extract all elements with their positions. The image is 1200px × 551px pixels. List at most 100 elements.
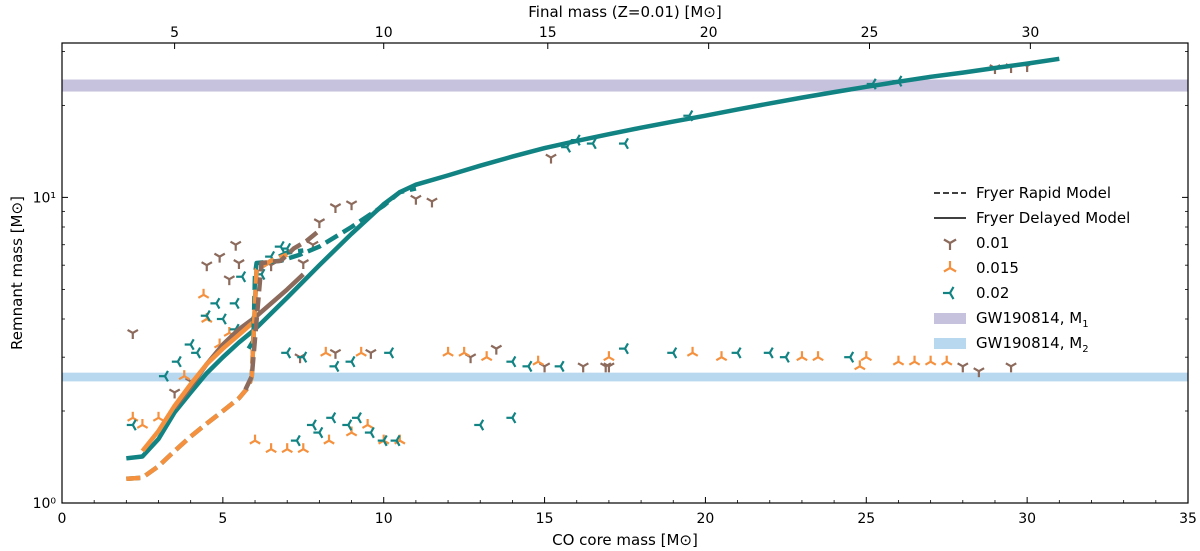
legend-entry-z001: 0.01 (943, 234, 1009, 252)
marker-0.01-0 (127, 329, 139, 339)
y-tick-label-1: 10¹ (33, 190, 56, 206)
marker-0.01-16 (577, 362, 589, 373)
marker-0.015-27 (940, 355, 953, 366)
x-axis-label: CO core mass [M⊙] (552, 531, 698, 549)
curve-delayed-z0.02 (126, 56, 1060, 461)
marker-0.01-2 (213, 252, 226, 263)
marker-0.015-25 (908, 355, 921, 366)
marker-0.015-11 (361, 418, 374, 429)
marker-0.01-26 (410, 194, 422, 205)
marker-0.01-11 (329, 348, 342, 359)
marker-0.02-5 (200, 309, 211, 322)
band-2 (62, 372, 1188, 382)
marker-0.015-32 (152, 411, 165, 422)
curve-delayed-z0.015 (140, 319, 257, 453)
legend-marker-stroke-group (943, 238, 957, 250)
marker-0.015-28 (854, 360, 866, 371)
legend-tri-left-marker (943, 286, 955, 300)
curve-rapid-z0.02-high (246, 186, 417, 350)
marker-0.015-26 (924, 355, 937, 366)
marker-0.015-0 (127, 411, 139, 422)
legend-entry-z0015: 0.015 (943, 259, 1019, 277)
legend-label-m2: GW190814, M2 (976, 334, 1089, 355)
marker-0.02-25 (345, 355, 356, 368)
top-x-axis-label: Final mass (Z=0.01) [M⊙] (528, 3, 721, 21)
legend-marker-stroke-group (943, 261, 957, 273)
marker-0.02-29 (554, 360, 565, 373)
y-tick-label-0: 10⁰ (33, 496, 57, 512)
marker-0.02-43 (274, 240, 285, 253)
marker-0.02-8 (229, 297, 240, 310)
marker-0.015-10 (345, 426, 358, 437)
marker-0.02-15 (313, 426, 324, 439)
marker-0.02-34 (779, 351, 790, 363)
marker-0.01-4 (229, 240, 242, 251)
x-tick-label-5: 25 (857, 511, 875, 527)
marker-0.01-12 (365, 348, 377, 359)
marker-0.02-33 (763, 347, 774, 359)
marker-0.015-29 (320, 346, 332, 357)
top-x-tick-label-3: 20 (700, 25, 718, 41)
marker-0.02-1 (158, 370, 169, 382)
marker-0.02-31 (667, 347, 678, 359)
marker-0.01-27 (426, 197, 438, 208)
marker-0.02-32 (731, 347, 742, 359)
marker-0.01-14 (490, 344, 503, 355)
marker-0.02-13 (290, 434, 301, 447)
marker-0.015-31 (136, 418, 149, 429)
legend: Fryer Rapid Model Fryer Delayed Model 0.… (926, 170, 1178, 355)
legend-label-m1: GW190814, M1 (976, 309, 1089, 330)
marker-0.02-18 (351, 412, 362, 424)
legend-tri-down-marker (943, 238, 957, 250)
marker-0.015-6 (265, 443, 277, 454)
marker-0.015-30 (355, 346, 367, 357)
marker-0.02-46 (506, 412, 517, 424)
marker-0.02-17 (342, 419, 353, 431)
legend-entry-m2-band: GW190814, M2 (934, 334, 1089, 355)
marker-0.01-6 (297, 259, 310, 269)
marker-0.01-18 (603, 362, 615, 373)
band-1 (62, 79, 1188, 92)
marker-0.02-45 (474, 419, 485, 431)
y-axis-label: Remnant mass [M⊙] (8, 196, 26, 350)
plot-frame (61, 42, 1189, 504)
legend-entry-rapid: Fryer Rapid Model (934, 184, 1111, 202)
marker-0.02-35 (844, 351, 855, 363)
legend-m2-band-swatch (934, 338, 966, 349)
marker-0.01-9 (345, 200, 358, 211)
marker-0.015-14 (442, 346, 454, 357)
marker-0.01-5 (233, 259, 245, 269)
ticks-layer: 0 5 10 15 20 25 30 35 5 10 15 20 25 30 10⁰ 10¹ (33, 25, 1197, 527)
marker-0.01-22 (957, 362, 969, 373)
marker-0.015-21 (796, 351, 808, 362)
x-tick-label-7: 35 (1179, 511, 1197, 527)
top-x-tick-label-1: 10 (375, 25, 393, 41)
x-tick-label-3: 15 (536, 511, 554, 527)
marker-0.02-30 (619, 342, 629, 355)
marker-0.015-23 (860, 351, 873, 362)
curves-layer (126, 56, 1060, 482)
marker-0.015-15 (458, 346, 470, 357)
marker-0.01-7 (313, 218, 326, 229)
marker-0.02-6 (210, 297, 221, 310)
legend-label-delayed: Fryer Delayed Model (976, 209, 1130, 227)
x-tick-label-4: 20 (697, 511, 715, 527)
marker-0.01-29 (168, 388, 181, 399)
top-x-tick-label-0: 5 (170, 25, 179, 41)
marker-0.02-23 (297, 351, 308, 363)
marker-0.015-22 (812, 351, 824, 362)
marker-0.015-17 (532, 355, 544, 366)
marker-0.015-7 (281, 443, 293, 454)
legend-m1-band-swatch (934, 313, 966, 324)
marker-0.02-19 (364, 426, 375, 439)
top-x-tick-label-5: 30 (1021, 25, 1039, 41)
legend-entry-m1-band: GW190814, M1 (934, 309, 1089, 330)
legend-entry-delayed: Fryer Delayed Model (934, 209, 1130, 227)
marker-0.01-3 (223, 275, 236, 286)
marker-0.02-37 (619, 137, 629, 150)
legend-label-z0015: 0.015 (976, 259, 1019, 277)
marker-0.02-9 (236, 270, 247, 283)
legend-label-z001: 0.01 (976, 234, 1009, 252)
legend-label-rapid: Fryer Rapid Model (976, 184, 1111, 202)
marker-0.015-18 (603, 351, 615, 362)
